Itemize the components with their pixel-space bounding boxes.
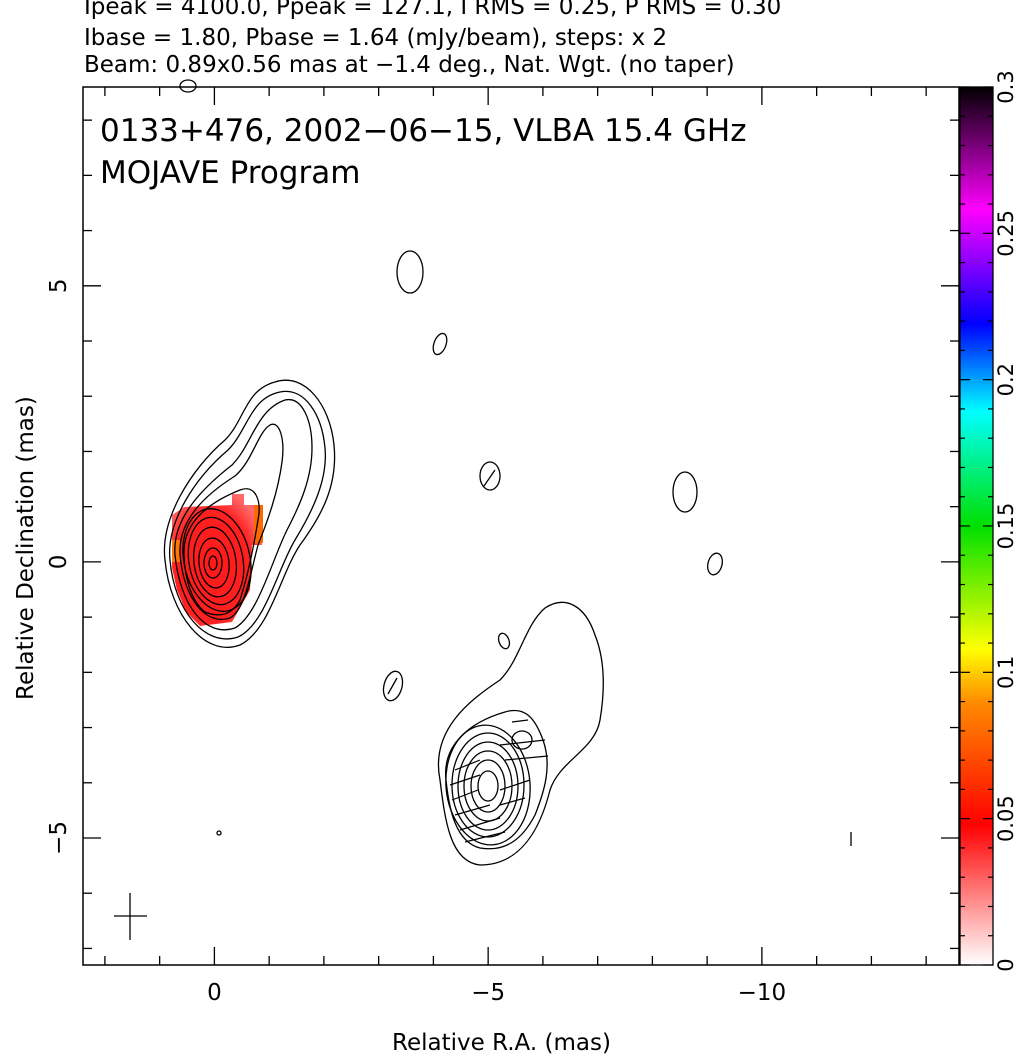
y-ticks [83, 119, 959, 950]
core-contours [163, 379, 336, 648]
colorbar-tick-label: 0 [994, 958, 1018, 971]
x-axis-label: Relative R.A. (mas) [392, 1030, 611, 1056]
colorbar-tick-label: 0.25 [994, 210, 1018, 257]
colorbar-tick-label: 0.1 [994, 656, 1018, 689]
header-line-3: Beam: 0.89x0.56 mas at −1.4 deg., Nat. W… [84, 52, 735, 78]
beam-marker [114, 893, 147, 940]
noise-contours [179, 79, 852, 846]
y-tick-label: −5 [46, 821, 72, 855]
plot-title-line-2: MOJAVE Program [100, 155, 361, 191]
colorbar-tick-labels: 0 0.05 0.1 0.15 0.2 0.25 0.3 [994, 70, 1018, 971]
colorbar-ticks [960, 86, 993, 966]
y-tick-label: 0 [46, 555, 72, 570]
evpa-ticks [449, 719, 549, 843]
y-tick-label: 5 [46, 278, 72, 293]
jet-contours [437, 601, 604, 866]
colorbar-tick-label: 0.05 [994, 795, 1018, 842]
colorbar-tick-label: 0.2 [994, 363, 1018, 396]
x-tick-label: 0 [207, 980, 222, 1006]
plot-frame [82, 86, 960, 966]
header-line-2: Ibase = 1.80, Pbase = 1.64 (mJy/beam), s… [84, 25, 668, 51]
header-line-1: Ipeak = 4100.0, Ppeak = 127.1, I RMS = 0… [84, 0, 782, 20]
x-tick-labels: 0 −5 −10 [207, 980, 786, 1006]
x-ticks [104, 87, 927, 965]
y-axis-label: Relative Declination (mas) [13, 396, 39, 700]
colorbar-tick-label: 0.3 [994, 70, 1018, 103]
colorbar-tick-label: 0.15 [994, 503, 1018, 550]
plot-title-line-1: 0133+476, 2002−06−15, VLBA 15.4 GHz [100, 113, 747, 149]
y-tick-labels: 5 0 −5 [46, 278, 72, 854]
x-tick-label: −5 [471, 980, 505, 1006]
x-tick-label: −10 [738, 980, 787, 1006]
